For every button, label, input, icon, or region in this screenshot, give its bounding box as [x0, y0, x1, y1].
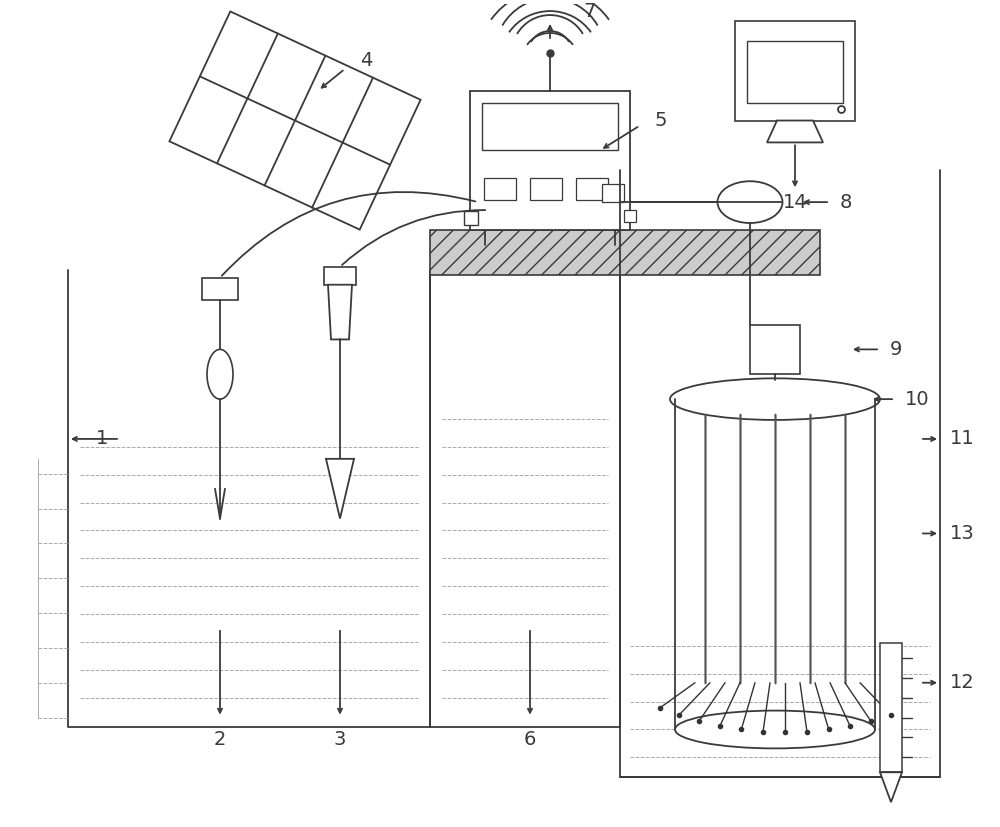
- Ellipse shape: [207, 349, 233, 399]
- Bar: [324, 267, 356, 284]
- Text: 14: 14: [783, 193, 807, 212]
- Text: 11: 11: [950, 429, 975, 448]
- Bar: [576, 179, 608, 200]
- Text: 4: 4: [360, 51, 372, 70]
- Text: 1: 1: [96, 429, 108, 448]
- Bar: [430, 230, 820, 275]
- Ellipse shape: [670, 378, 880, 420]
- Bar: [202, 278, 238, 299]
- Text: 9: 9: [890, 340, 902, 359]
- Bar: [750, 324, 800, 375]
- Bar: [484, 179, 516, 200]
- Text: 12: 12: [950, 673, 975, 692]
- Text: 8: 8: [840, 193, 852, 212]
- Text: 10: 10: [905, 390, 930, 409]
- Polygon shape: [880, 772, 902, 802]
- Text: 13: 13: [950, 524, 975, 543]
- Text: 7: 7: [584, 2, 596, 21]
- Bar: [530, 179, 562, 200]
- Ellipse shape: [675, 710, 875, 748]
- Bar: [602, 184, 624, 202]
- Bar: [482, 103, 618, 151]
- Bar: [470, 91, 630, 230]
- Polygon shape: [169, 12, 421, 230]
- Bar: [464, 211, 478, 225]
- Text: 3: 3: [334, 730, 346, 749]
- Polygon shape: [767, 121, 823, 142]
- Ellipse shape: [718, 181, 782, 223]
- Text: 6: 6: [524, 730, 536, 749]
- Bar: [880, 643, 902, 772]
- Bar: [747, 41, 843, 103]
- Bar: [735, 21, 855, 121]
- Text: 2: 2: [214, 730, 226, 749]
- Text: 5: 5: [655, 111, 668, 130]
- Polygon shape: [326, 459, 354, 519]
- Polygon shape: [328, 284, 352, 339]
- Bar: [624, 210, 636, 222]
